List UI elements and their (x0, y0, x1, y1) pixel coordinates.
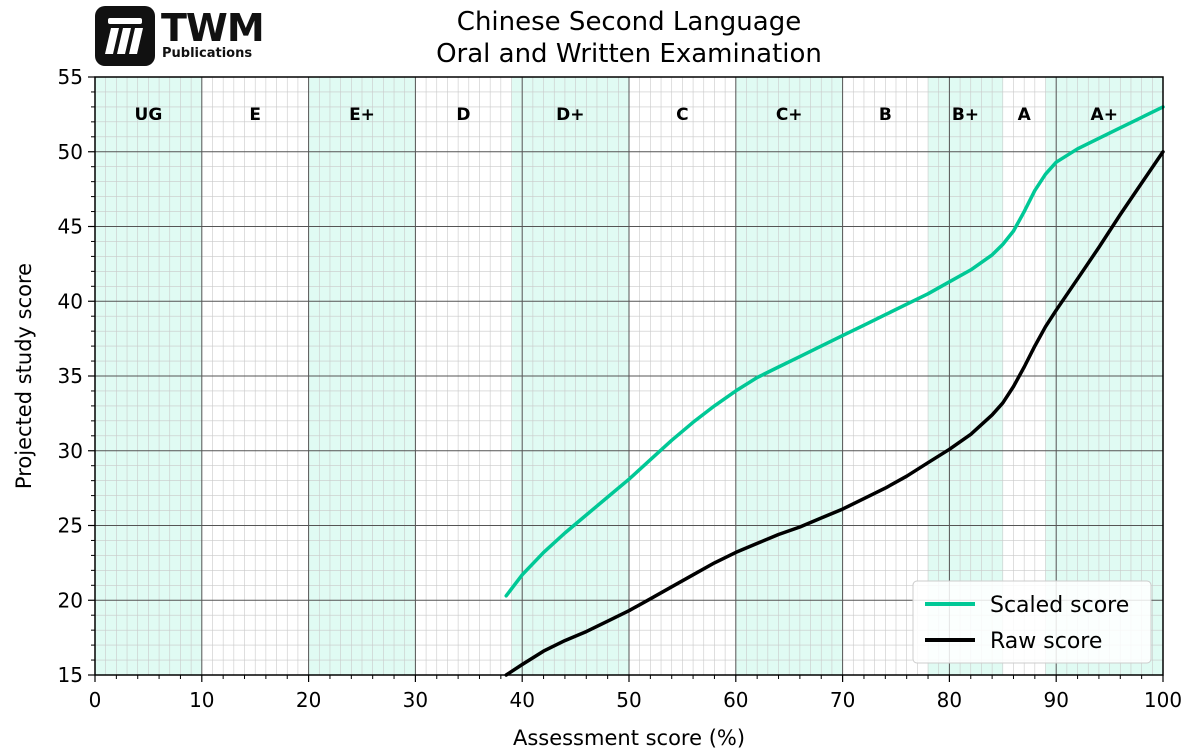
series-line-1 (504, 150, 1165, 677)
x-tick-label: 80 (937, 688, 962, 712)
y-tick-label: 45 (58, 215, 83, 239)
x-axis-label: Assessment score (%) (513, 726, 745, 750)
x-tick-label: 90 (1043, 688, 1068, 712)
y-tick-label: 50 (58, 140, 83, 164)
grade-band-label: B+ (952, 105, 979, 125)
y-tick-label: 15 (58, 663, 83, 687)
twm-logo-subtext: Publications (162, 46, 253, 61)
grade-band-label: D+ (556, 105, 584, 125)
grade-band-labels: UG E E+ D D+ C C+ B B+ A A+ (135, 105, 1118, 125)
y-axis-label: Projected study score (12, 263, 36, 489)
x-tick-label: 50 (616, 688, 641, 712)
grade-band-label: E+ (349, 105, 375, 125)
grade-band-label: C+ (776, 105, 803, 125)
twm-logo: TWM Publications (95, 6, 265, 68)
x-tick-label: 70 (830, 688, 855, 712)
x-tick-label: 20 (296, 688, 321, 712)
x-tick-label: 40 (509, 688, 534, 712)
x-axis-ticks: 0 10 20 30 40 50 60 70 80 90 100 (89, 675, 1182, 712)
y-tick-label: 25 (58, 514, 83, 538)
y-axis-ticks: 15 20 25 30 35 40 45 50 55 (58, 65, 95, 687)
grade-band-label: B (879, 105, 892, 125)
x-tick-label: 10 (189, 688, 214, 712)
x-tick-label: 60 (723, 688, 748, 712)
chart-title-line-1: Chinese Second Language (457, 7, 801, 37)
twm-logo-text: TWM (161, 6, 265, 50)
y-tick-label: 55 (58, 65, 83, 89)
x-tick-label: 0 (89, 688, 102, 712)
grade-band-label: D (456, 105, 470, 125)
x-tick-label: 30 (403, 688, 428, 712)
legend-label-raw: Raw score (990, 629, 1102, 654)
grade-band-label: E (249, 105, 261, 125)
twm-logo-mark (95, 6, 155, 66)
chart-title-line-2: Oral and Written Examination (436, 39, 822, 69)
legend: Scaled score Raw score (912, 580, 1152, 664)
twm-logo-glyph (105, 18, 143, 54)
series-line-0 (504, 105, 1165, 598)
y-tick-label: 40 (58, 289, 83, 313)
x-tick-label: 100 (1144, 688, 1182, 712)
grade-band-label: A+ (1091, 105, 1118, 125)
grade-band-label: UG (135, 105, 163, 125)
legend-label-scaled: Scaled score (990, 593, 1129, 618)
y-tick-label: 20 (58, 588, 83, 612)
legend-box (912, 580, 1152, 664)
series-lines (504, 105, 1165, 677)
grade-band-label: A (1018, 105, 1032, 125)
y-tick-label: 35 (58, 364, 83, 388)
y-tick-label: 30 (58, 439, 83, 463)
grade-band-label: C (676, 105, 688, 125)
